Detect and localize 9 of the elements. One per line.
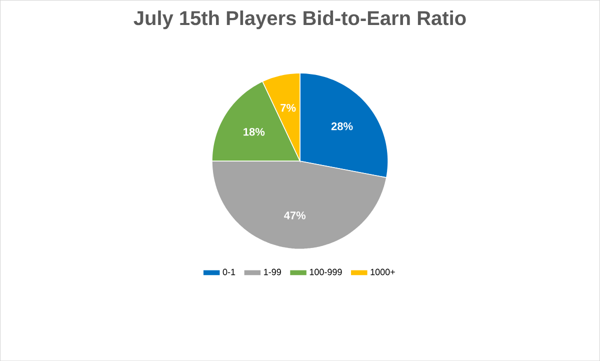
legend-label: 0-1 (222, 268, 236, 276)
chart-title: July 15th Players Bid-to-Earn Ratio (134, 10, 466, 30)
legend-label: 100-999 (310, 268, 342, 276)
legend-label: 1-99 (264, 268, 281, 276)
data-label: 47% (284, 211, 306, 220)
data-label: 28% (331, 122, 353, 130)
legend-label: 1000+ (370, 268, 395, 276)
data-label: 18% (244, 128, 265, 136)
data-label: 7% (280, 104, 296, 112)
